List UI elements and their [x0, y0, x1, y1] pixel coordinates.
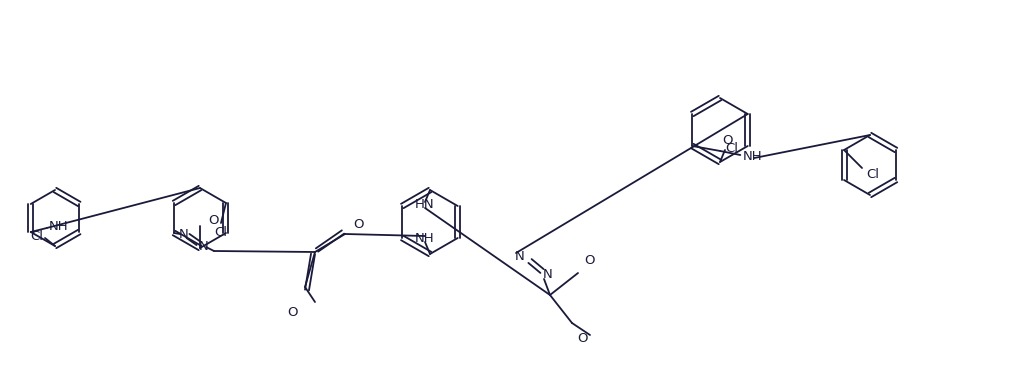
Text: O: O	[353, 217, 363, 231]
Text: N: N	[543, 268, 553, 282]
Text: O: O	[208, 213, 218, 226]
Text: N: N	[179, 228, 189, 242]
Text: NH: NH	[48, 220, 68, 234]
Text: O: O	[577, 332, 588, 345]
Text: HN: HN	[415, 198, 435, 211]
Text: Cl: Cl	[866, 168, 879, 182]
Text: O: O	[288, 306, 298, 318]
Text: NH: NH	[415, 232, 435, 246]
Text: O: O	[584, 255, 595, 267]
Text: Cl: Cl	[214, 226, 227, 240]
Text: NH: NH	[742, 150, 761, 162]
Text: N: N	[200, 240, 209, 252]
Text: Cl: Cl	[31, 230, 43, 243]
Text: O: O	[722, 135, 733, 147]
Text: N: N	[516, 251, 525, 264]
Text: Cl: Cl	[725, 141, 738, 154]
